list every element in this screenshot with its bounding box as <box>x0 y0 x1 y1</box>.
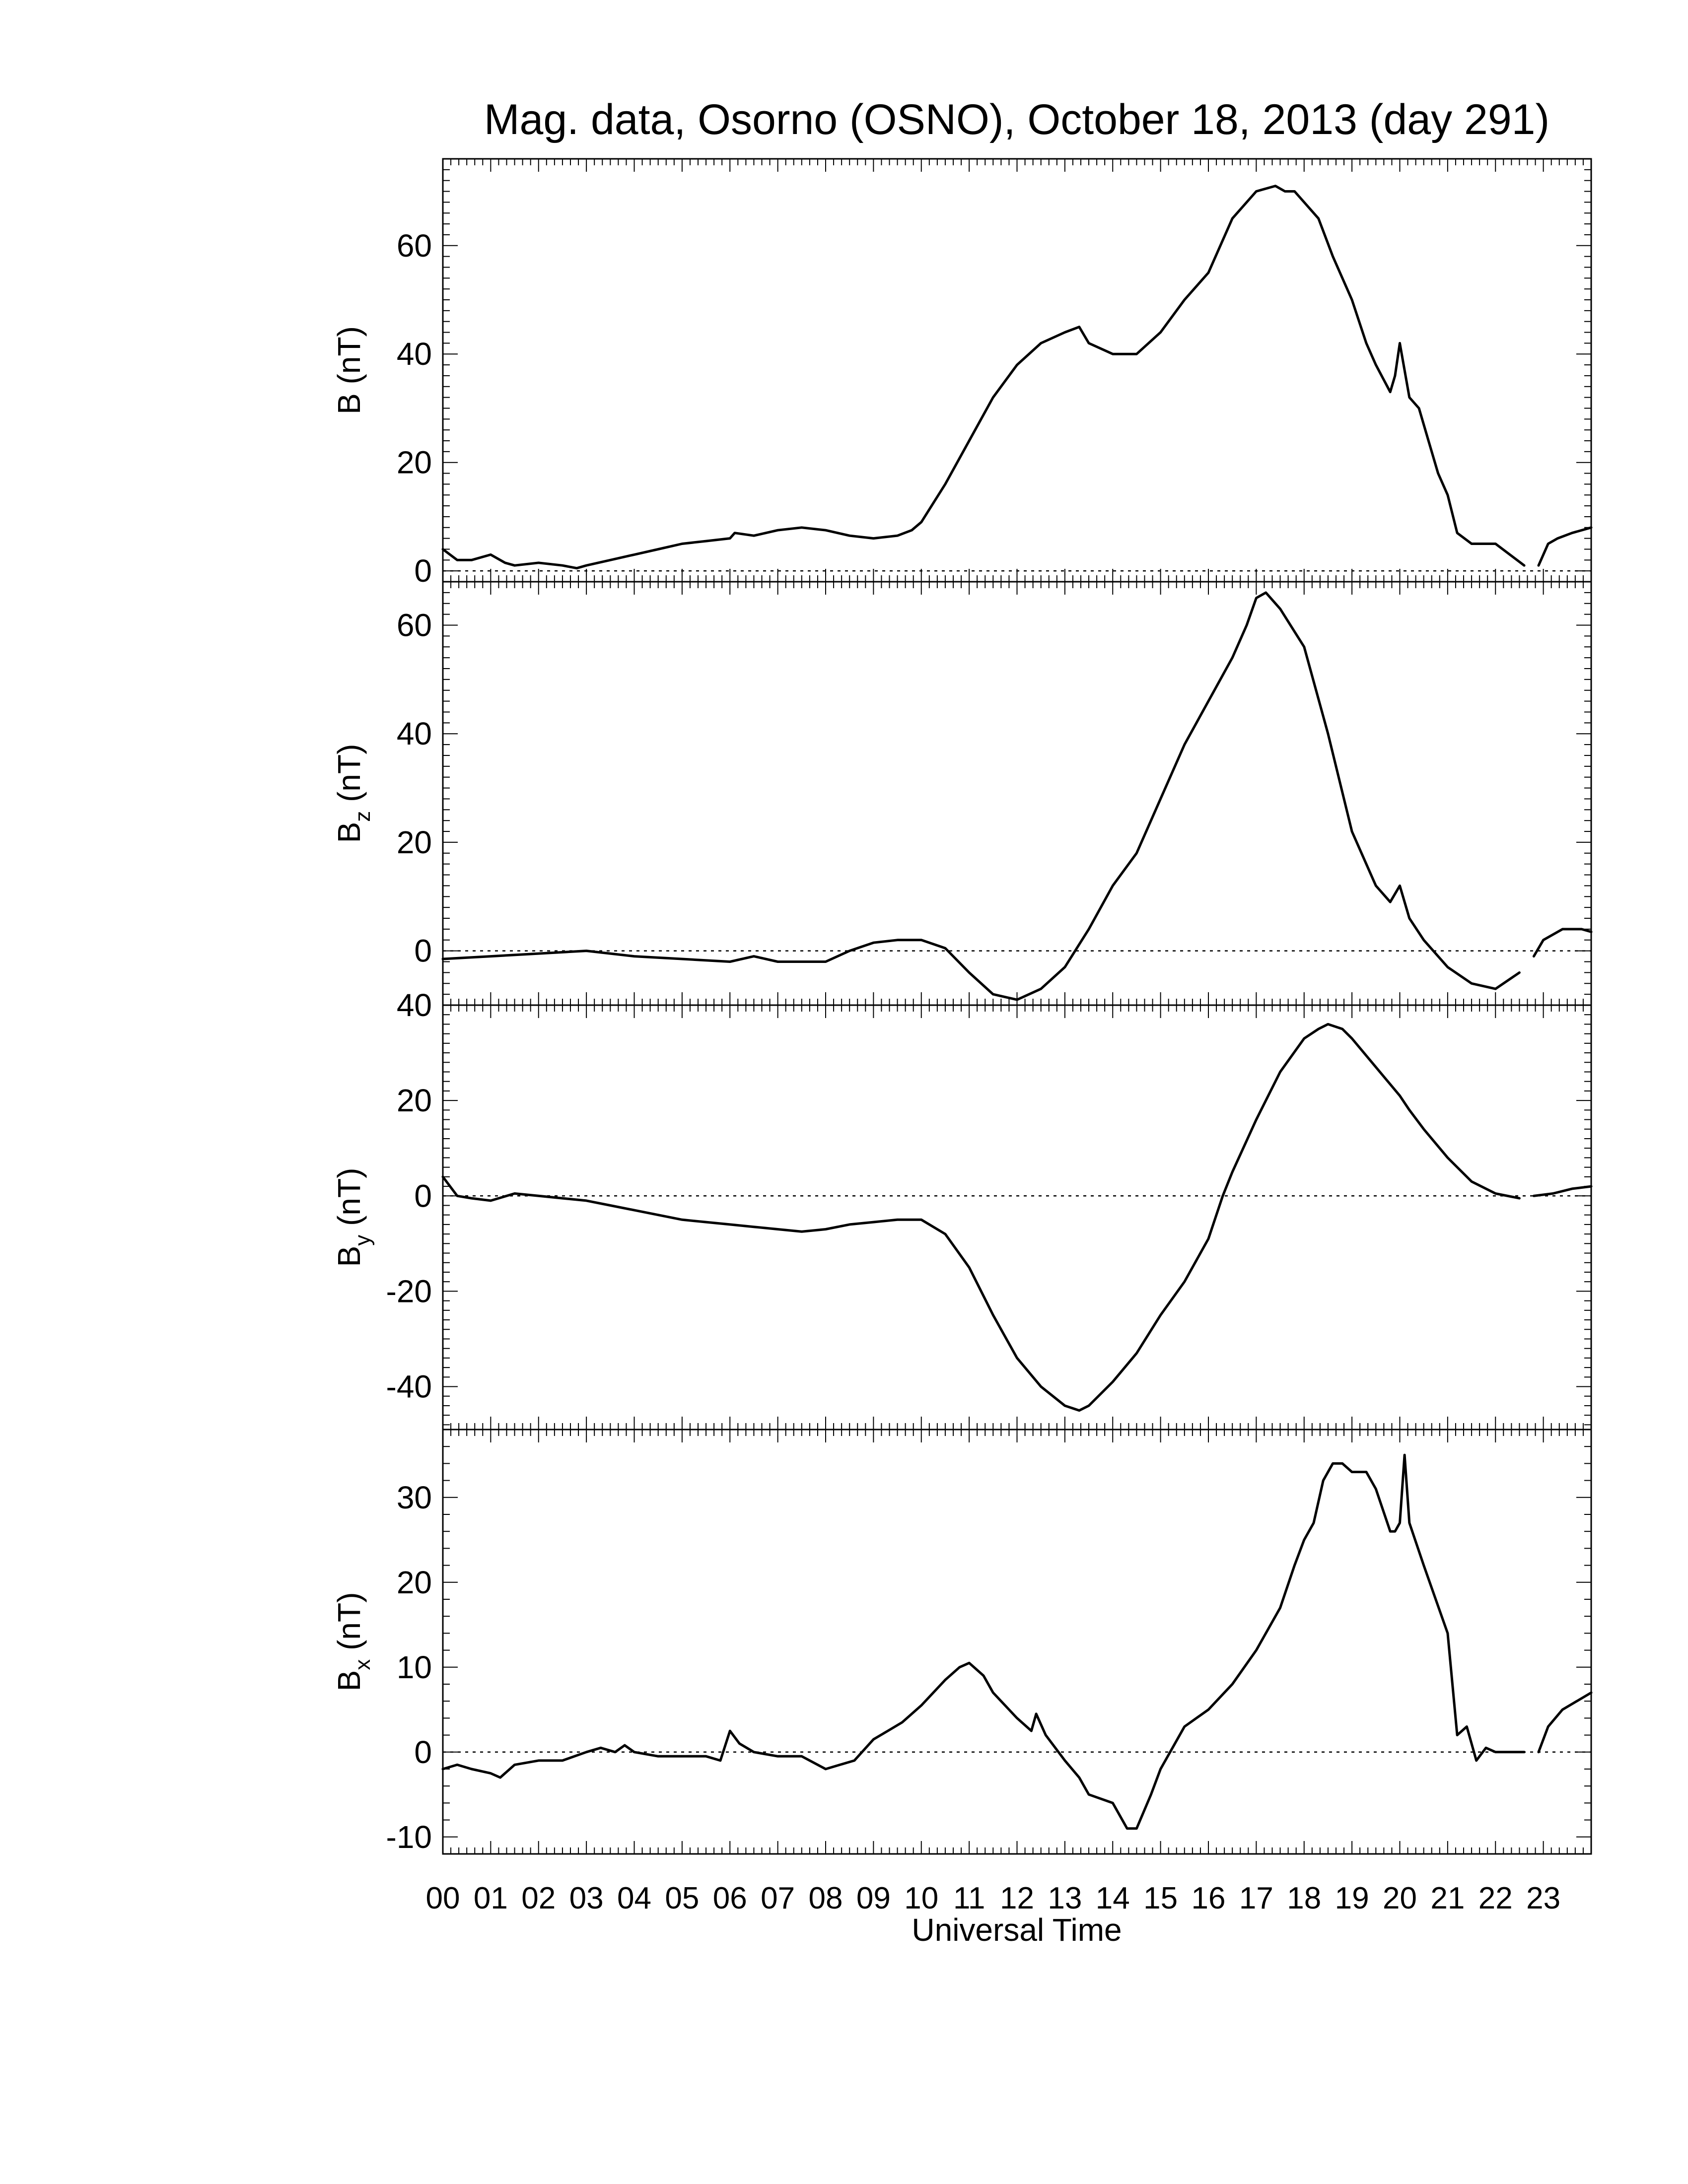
y-tick-label: 20 <box>397 1565 432 1600</box>
series-line-Bx-1 <box>441 1453 1526 1830</box>
y-axis-label-base: B <box>331 1246 367 1267</box>
y-tick-label: 40 <box>397 716 432 751</box>
x-tick-label: 13 <box>1048 1881 1082 1915</box>
y-tick-label: -10 <box>386 1819 432 1855</box>
y-tick-label: -20 <box>386 1273 432 1309</box>
x-tick-label: 00 <box>426 1881 460 1915</box>
x-tick-label: 16 <box>1192 1881 1226 1915</box>
series-line-B-2 <box>1537 526 1593 567</box>
series-line-Bz-2 <box>1532 928 1593 958</box>
y-axis-label-unit: (nT) <box>331 1168 367 1235</box>
x-tick-label: 15 <box>1143 1881 1178 1915</box>
x-tick-label: 02 <box>521 1881 556 1915</box>
x-tick-label: 04 <box>617 1881 651 1915</box>
panel-frame <box>442 581 1592 1006</box>
x-tick-label: 01 <box>474 1881 508 1915</box>
y-tick-label: 20 <box>397 824 432 860</box>
y-tick-label: 30 <box>397 1480 432 1515</box>
y-tick-label: 40 <box>397 336 432 372</box>
y-tick-label: 60 <box>397 228 432 264</box>
y-axis-label-subscript: x <box>351 1659 375 1670</box>
x-tick-label: 03 <box>569 1881 604 1915</box>
x-axis-label: Universal Time <box>912 1912 1122 1948</box>
y-axis-label-subscript: y <box>351 1235 375 1246</box>
x-tick-label: 06 <box>713 1881 747 1915</box>
y-axis-label-unit: (nT) <box>331 1592 367 1659</box>
y-axis-label-base: B <box>331 822 367 843</box>
y-tick-label: 0 <box>414 1734 432 1770</box>
x-tick-label: 14 <box>1096 1881 1130 1915</box>
panel-frame <box>442 1429 1592 1855</box>
y-axis-label: By (nT) <box>331 1168 375 1267</box>
y-tick-label: 20 <box>397 445 432 480</box>
x-tick-label: 11 <box>953 1881 985 1915</box>
y-axis-label: Bx (nT) <box>331 1592 375 1692</box>
x-tick-label: 05 <box>665 1881 699 1915</box>
panel-frame <box>442 1004 1592 1431</box>
y-tick-label: 20 <box>397 1083 432 1118</box>
panel-Bx: -10 0 10 20 30 Bx (nT) <box>331 1429 1593 1855</box>
y-axis-label: Bz (nT) <box>331 744 375 843</box>
x-tick-label: 19 <box>1335 1881 1369 1915</box>
x-tick-label: 22 <box>1478 1881 1513 1915</box>
x-tick-label: 09 <box>856 1881 891 1915</box>
panel-B: 0 20 40 60 B (nT) <box>331 158 1593 589</box>
panel-Bz: 0 20 40 60 Bz (nT) <box>331 581 1593 1006</box>
y-tick-label: 0 <box>414 553 432 589</box>
y-tick-label: -40 <box>386 1369 432 1405</box>
x-tick-label: 12 <box>1000 1881 1034 1915</box>
panel-By: -40 -20 0 20 40 By (nT) <box>331 987 1593 1431</box>
x-tick-labels: 00 01 02 03 04 05 06 07 08 09 10 11 12 13 14 15 16 17 18 19… <box>426 1881 1561 1915</box>
y-tick-label: 40 <box>397 987 432 1023</box>
x-tick-label: 18 <box>1287 1881 1321 1915</box>
series-line-By-2 <box>1532 1185 1593 1197</box>
x-tick-label: 07 <box>761 1881 795 1915</box>
x-tick-label: 20 <box>1383 1881 1417 1915</box>
x-tick-label: 23 <box>1526 1881 1560 1915</box>
y-axis-label-subscript: z <box>351 811 375 822</box>
y-tick-label: 10 <box>397 1649 432 1685</box>
series-line-By-1 <box>441 1023 1521 1412</box>
y-axis-label-unit: (nT) <box>331 744 367 811</box>
x-tick-label: 21 <box>1430 1881 1465 1915</box>
y-axis-label-base: B <box>331 393 367 414</box>
y-axis-label: B (nT) <box>331 326 367 414</box>
panels-group: 0 20 40 60 B (nT) 0 20 40 60 Bz (nT) -40 -20 0 20 40 By… <box>331 158 1593 1855</box>
figure-title: Mag. data, Osorno (OSNO), October 18, 20… <box>484 96 1549 143</box>
series-line-Bx-2 <box>1537 1691 1593 1754</box>
x-tick-label: 10 <box>904 1881 938 1915</box>
y-tick-label: 0 <box>414 933 432 969</box>
series-line-Bz-1 <box>441 591 1521 1001</box>
y-tick-label: 0 <box>414 1178 432 1214</box>
y-axis-label-base: B <box>331 1670 367 1692</box>
x-tick-label: 08 <box>809 1881 843 1915</box>
x-tick-label: 17 <box>1239 1881 1273 1915</box>
panel-frame <box>442 158 1592 583</box>
series-line-B-1 <box>441 185 1526 570</box>
y-axis-label-unit: (nT) <box>331 326 367 393</box>
y-tick-label: 60 <box>397 607 432 643</box>
